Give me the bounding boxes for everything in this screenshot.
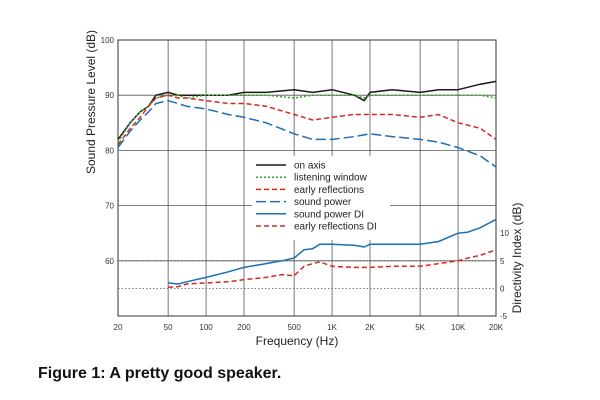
y2-tick-label: -5 <box>500 312 508 321</box>
legend-label: on axis <box>294 161 326 172</box>
legend-label: early reflections DI <box>294 222 377 233</box>
x-tick-label: 10K <box>451 323 466 332</box>
legend-label: sound power <box>294 197 352 208</box>
x-axis-ticks: 20 50 100 200 500 1K 2K 5K 10K 20K <box>114 323 504 332</box>
y2-tick-label: 0 <box>500 284 505 293</box>
x-tick-label: 20K <box>489 323 504 332</box>
y-tick-label: 70 <box>105 202 114 211</box>
y-tick-label: 90 <box>105 91 114 100</box>
y-axis-title: Sound Pressure Level (dB) <box>84 30 98 174</box>
y-axis-ticks: 60 70 80 90 100 <box>101 36 115 266</box>
x-tick-label: 1K <box>327 323 337 332</box>
legend-label: early reflections <box>294 185 364 196</box>
x-tick-label: 200 <box>237 323 251 332</box>
x-tick-label: 2K <box>365 323 375 332</box>
x-tick-label: 500 <box>287 323 301 332</box>
y2-axis-title: Directivity Index (dB) <box>510 203 524 314</box>
y2-axis-ticks: -5 0 5 10 <box>500 229 509 321</box>
x-axis-title: Frequency (Hz) <box>256 334 339 348</box>
series-line-early-reflections <box>117 94 497 146</box>
x-tick-label: 50 <box>164 323 173 332</box>
series-line-sound-power <box>117 99 497 168</box>
figure-caption: Figure 1: A pretty good speaker. <box>38 365 282 382</box>
legend-label: sound power DI <box>294 209 364 220</box>
series-line-on-axis <box>117 80 497 140</box>
legend-label: listening window <box>294 173 368 184</box>
y2-tick-label: 10 <box>500 229 509 238</box>
reference-lines <box>118 260 496 289</box>
y-tick-label: 60 <box>105 257 114 266</box>
series-line-early-reflections-di <box>168 249 497 289</box>
x-tick-label: 5K <box>415 323 425 332</box>
y-tick-label: 80 <box>105 146 114 155</box>
series-line-sound-power-di <box>168 218 497 285</box>
y-tick-label: 100 <box>101 36 115 45</box>
x-tick-label: 20 <box>114 323 123 332</box>
y2-tick-label: 5 <box>500 257 505 266</box>
x-tick-label: 100 <box>199 323 213 332</box>
series-group <box>117 80 497 289</box>
